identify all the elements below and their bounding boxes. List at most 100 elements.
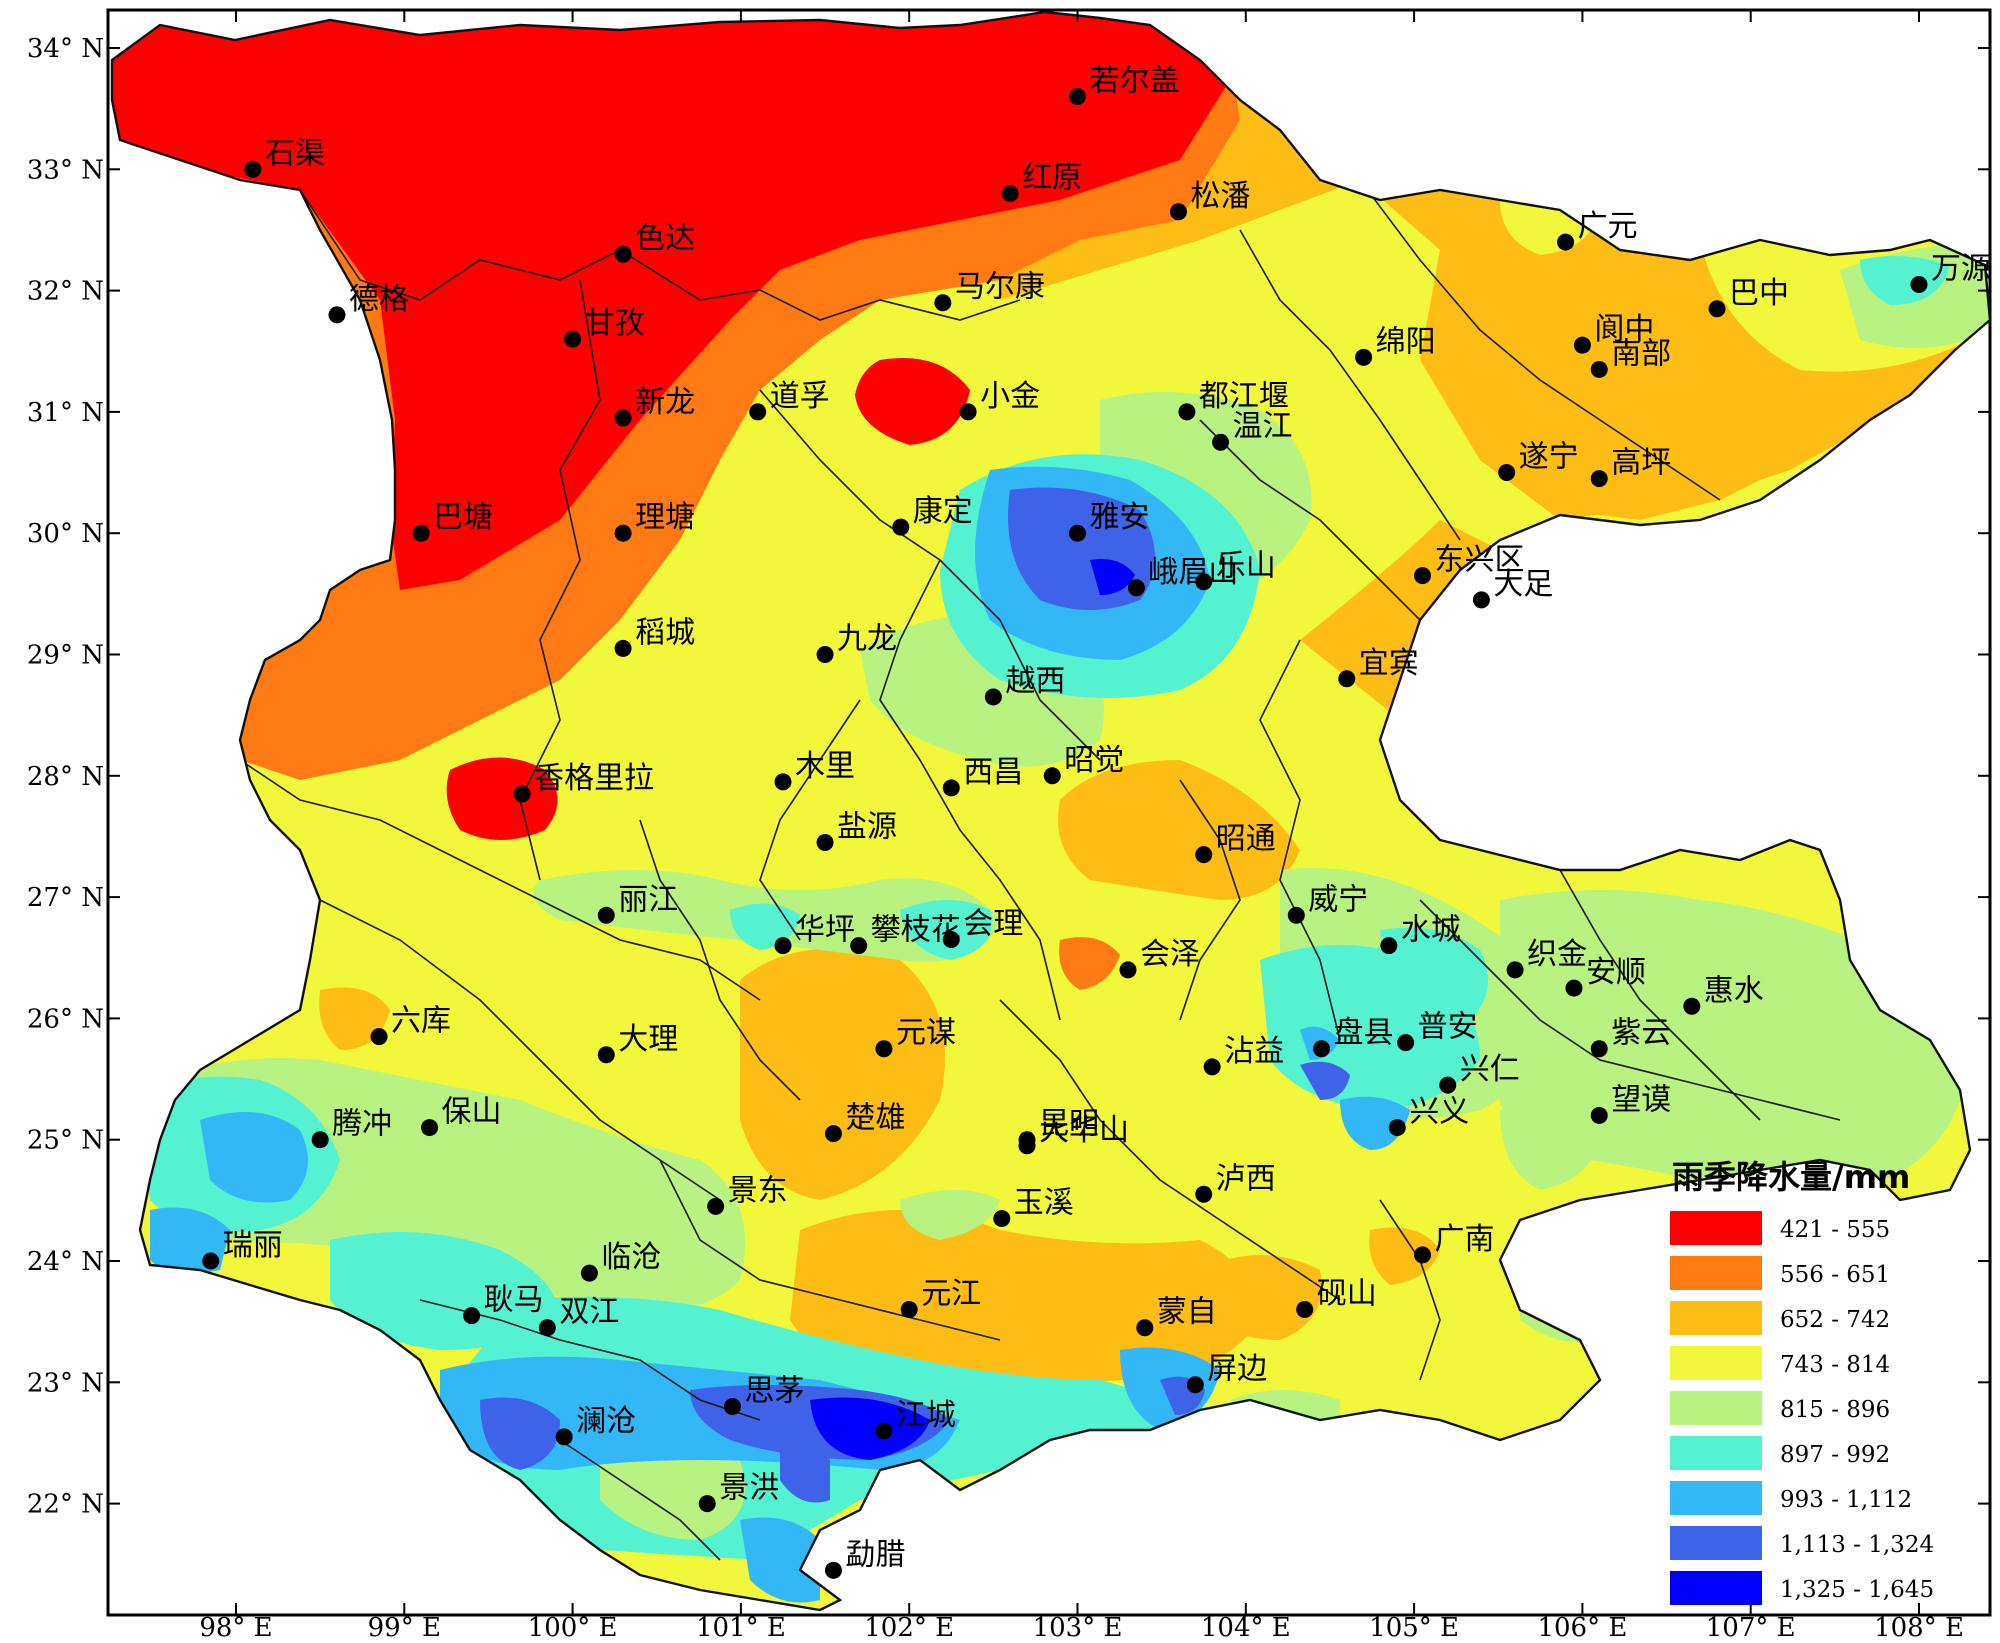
station-marker: 大理 — [597, 1022, 678, 1064]
station-dot — [875, 1040, 893, 1058]
station-dot — [1557, 233, 1575, 251]
lat-tick-label: 27° N — [27, 883, 104, 913]
station-dot — [942, 931, 960, 949]
station-dot — [1313, 1040, 1331, 1058]
lon-tick-label: 102° E — [864, 1613, 954, 1639]
station-marker: 惠水 — [1683, 973, 1764, 1015]
station-label: 望谟 — [1611, 1082, 1671, 1117]
station-marker: 阆中 — [1573, 312, 1654, 354]
station-label: 东兴区 — [1435, 543, 1525, 578]
station-marker: 南部 — [1590, 336, 1671, 378]
station-dot — [1414, 567, 1432, 585]
lat-tick-label: 26° N — [27, 1004, 104, 1034]
lat-tick-label: 23° N — [27, 1368, 104, 1398]
station-dot — [1119, 961, 1137, 979]
station-marker: 越西 — [984, 664, 1065, 706]
station-label: 澜沧 — [576, 1404, 636, 1439]
station-marker: 巴中 — [1708, 276, 1789, 318]
station-label: 高坪 — [1611, 446, 1671, 481]
station-label: 屏边 — [1207, 1352, 1267, 1387]
station-label: 六库 — [391, 1004, 451, 1039]
station-dot — [513, 785, 531, 803]
station-dot — [900, 1301, 918, 1319]
station-label: 都江堰 — [1199, 379, 1289, 414]
station-marker: 会理 — [942, 907, 1023, 949]
station-label: 广元 — [1578, 209, 1638, 244]
station-label: 元江 — [921, 1277, 981, 1312]
station-label: 巴塘 — [433, 500, 493, 535]
station-marker: 马尔康 — [934, 270, 1045, 312]
station-dot — [1043, 767, 1061, 785]
station-marker: 楚雄 — [824, 1101, 905, 1143]
station-label: 盘县 — [1334, 1016, 1394, 1051]
station-dot — [1195, 573, 1213, 591]
station-marker: 松潘 — [1169, 179, 1250, 221]
station-dot — [1001, 185, 1019, 203]
station-dot — [1296, 1301, 1314, 1319]
station-label: 马尔康 — [955, 270, 1045, 305]
legend-title: 雨季降水量/mm — [1672, 1158, 1910, 1196]
station-dot — [244, 160, 262, 178]
legend-swatch — [1670, 1301, 1762, 1335]
station-marker: 元谋 — [875, 1016, 956, 1058]
station-marker: 小金 — [959, 379, 1040, 421]
station-label: 玉溪 — [1014, 1186, 1074, 1221]
station-marker: 腾冲 — [311, 1107, 392, 1149]
station-marker: 大足 — [1472, 567, 1553, 609]
station-marker: 若尔盖 — [1069, 64, 1180, 106]
legend-swatch — [1670, 1481, 1762, 1515]
legend-label: 1,325 - 1,645 — [1780, 1577, 1934, 1603]
station-dot — [1573, 336, 1591, 354]
station-marker: 昭觉 — [1043, 743, 1124, 785]
station-dot — [875, 1422, 893, 1440]
station-dot — [1212, 433, 1230, 451]
station-label: 木里 — [795, 749, 855, 784]
station-label: 泸西 — [1216, 1161, 1276, 1196]
station-label: 大理 — [618, 1022, 678, 1057]
station-dot — [1397, 1034, 1415, 1052]
station-marker: 巴塘 — [412, 500, 493, 542]
station-dot — [1355, 348, 1373, 366]
station-label: 宜宾 — [1359, 646, 1419, 681]
legend-label: 421 - 555 — [1780, 1217, 1890, 1243]
station-label: 乐山 — [1216, 549, 1276, 584]
legend-label: 897 - 992 — [1780, 1442, 1890, 1468]
legend-swatch — [1670, 1256, 1762, 1290]
station-label: 江城 — [896, 1398, 956, 1433]
legend-label: 993 - 1,112 — [1780, 1487, 1912, 1513]
lon-tick-label: 104° E — [1201, 1613, 1291, 1639]
station-label: 香格里拉 — [534, 761, 654, 796]
station-label: 水城 — [1401, 913, 1461, 948]
station-marker: 兴义 — [1388, 1095, 1469, 1137]
station-marker: 道孚 — [749, 379, 830, 421]
station-label: 临沧 — [601, 1240, 661, 1275]
station-marker: 乐山 — [1195, 549, 1276, 591]
station-dot — [555, 1428, 573, 1446]
station-marker: 东兴区 — [1414, 543, 1525, 585]
station-label: 九龙 — [837, 622, 897, 657]
lat-tick-label: 25° N — [27, 1126, 104, 1156]
legend-label: 1,113 - 1,324 — [1780, 1532, 1934, 1558]
legend-label: 743 - 814 — [1780, 1352, 1890, 1378]
lat-tick-label: 30° N — [27, 519, 104, 549]
station-marker: 遂宁 — [1498, 440, 1579, 482]
station-dot — [1380, 937, 1398, 955]
station-marker: 临沧 — [580, 1240, 661, 1282]
station-marker: 蒙自 — [1136, 1295, 1217, 1337]
station-marker: 澜沧 — [555, 1404, 636, 1446]
station-marker: 红原 — [1001, 161, 1082, 203]
station-marker: 瑞丽 — [202, 1228, 283, 1270]
station-label: 昭觉 — [1064, 743, 1124, 778]
station-label: 景洪 — [719, 1471, 779, 1506]
station-marker: 丽江 — [597, 882, 678, 924]
station-label: 万源 — [1931, 252, 1991, 287]
lon-tick-label: 106° E — [1537, 1613, 1627, 1639]
station-dot — [1708, 300, 1726, 318]
station-dot — [1590, 1040, 1608, 1058]
station-label: 兴义 — [1409, 1095, 1469, 1130]
lat-tick-label: 33° N — [27, 155, 104, 185]
station-marker: 绵阳 — [1355, 324, 1436, 366]
station-label: 小金 — [980, 379, 1040, 414]
station-dot — [1388, 1119, 1406, 1137]
